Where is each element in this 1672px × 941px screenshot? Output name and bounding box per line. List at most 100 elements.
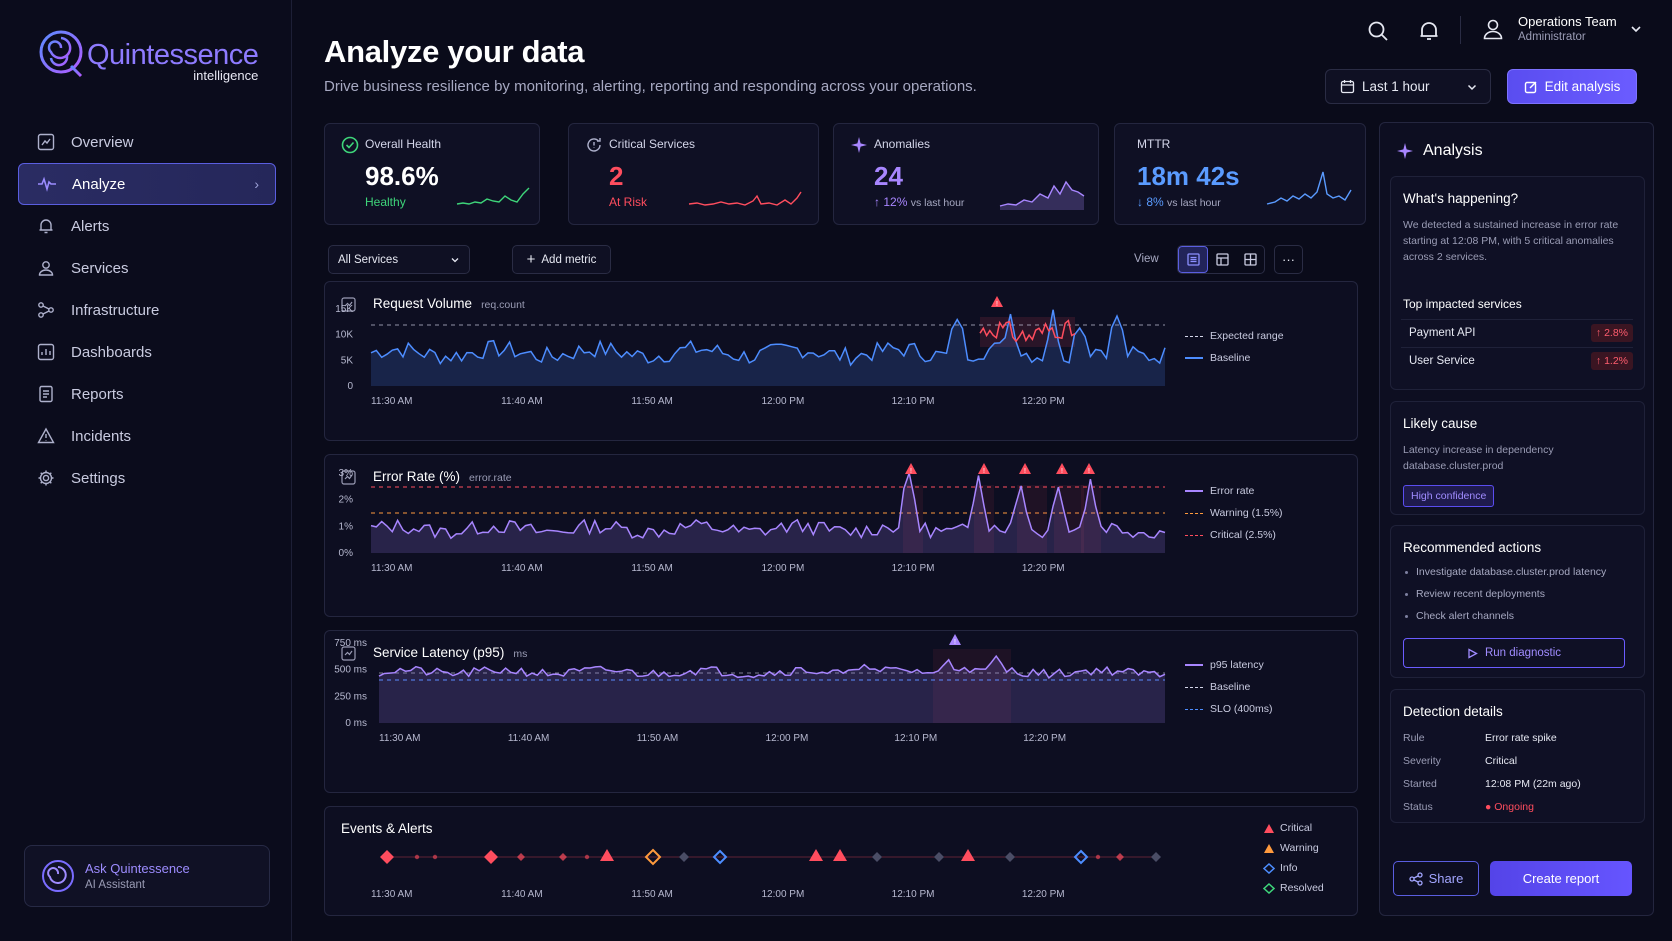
sidebar-item-overview[interactable]: Overview <box>18 121 276 163</box>
brand-logo[interactable]: Quintessence intelligence <box>37 28 259 83</box>
y-tick-label: 2% <box>339 495 354 506</box>
share-button[interactable]: Share <box>1393 861 1479 896</box>
sidebar-item-reports[interactable]: Reports <box>18 373 276 415</box>
detection-key: Status <box>1403 801 1433 813</box>
event-warning-diamond <box>644 848 662 866</box>
legend-item: Warning <box>1263 838 1324 858</box>
status-text: Ongoing <box>1494 801 1534 813</box>
chart-toggle-icon[interactable] <box>341 646 356 661</box>
chart-legend: Error rate Warning (1.5%) Critical (2.5%… <box>1185 480 1283 546</box>
error-spike-marker-mark: ! <box>1024 468 1026 475</box>
events-timeline[interactable]: 11:30 AM 11:40 AM 11:50 AM 12:00 PM 12:10 PM… <box>325 807 1359 917</box>
action-item: Investigate database.cluster.prod latenc… <box>1405 566 1606 578</box>
sidebar-item-alerts[interactable]: Alerts <box>18 205 276 247</box>
error-rate-plot[interactable]: 3% 2% 1% 0% 11:30 AM 11:40 AM 11:50 AM 12:00 PM… <box>325 455 1359 618</box>
service-filter-value: All Services <box>338 253 399 266</box>
split-view-button[interactable] <box>1208 246 1236 273</box>
x-tick-label: 11:50 AM <box>631 396 673 407</box>
y-tick-label: 1% <box>339 521 354 532</box>
legend-label: Baseline <box>1210 352 1251 364</box>
legend-item: Error rate <box>1185 480 1283 502</box>
error-spike-marker <box>1056 463 1068 474</box>
user-menu[interactable]: Operations Team Administrator <box>1482 14 1643 43</box>
grid-view-button[interactable] <box>1236 246 1264 273</box>
add-metric-button[interactable]: + Add metric <box>512 245 611 274</box>
spike-region <box>903 485 923 553</box>
impacted-service-row[interactable]: Payment API ↑ 2.8% <box>1401 319 1633 345</box>
error-spike-marker-mark: ! <box>1061 468 1063 475</box>
anomalies-sparkline <box>999 180 1085 210</box>
brand-tagline: intelligence <box>193 68 259 83</box>
error-rate-line <box>370 470 1166 540</box>
run-diagnostic-button[interactable]: Run diagnostic <box>1403 638 1625 668</box>
service-filter-select[interactable]: All Services <box>328 245 470 274</box>
user-avatar-icon <box>1483 19 1503 39</box>
detection-row: Status ● Ongoing <box>1403 801 1633 813</box>
kpi-anomalies[interactable]: Anomalies 24 ↑ 12% vs last hour <box>833 123 1099 225</box>
sidebar-item-analyze[interactable]: Analyze › <box>18 163 276 205</box>
bell-icon <box>36 216 56 236</box>
event-critical-diamond <box>380 850 394 864</box>
page-subtitle: Drive business resilience by monitoring,… <box>324 78 977 95</box>
request-volume-plot[interactable]: 15K 10K 5K 0 11:30 AM 11:40 AM 11:50 AM 12:00 P… <box>325 282 1359 442</box>
warning-triangle-icon <box>36 426 56 446</box>
chart-toggle-icon[interactable] <box>341 470 356 485</box>
kpi-label: MTTR <box>1137 137 1171 151</box>
sidebar-item-services[interactable]: Services <box>18 247 276 289</box>
error-spike-marker <box>1019 463 1031 474</box>
time-range-value: Last 1 hour <box>1362 79 1430 94</box>
run-diagnostic-label: Run diagnostic <box>1484 647 1562 659</box>
sidebar-item-settings[interactable]: Settings <box>18 457 276 499</box>
chart-unit: ms <box>513 648 528 660</box>
chart-title-text: Service Latency (p95) <box>373 645 505 660</box>
grid-view-icon <box>1243 253 1257 266</box>
search-icon[interactable] <box>1366 19 1390 43</box>
x-tick-label: 12:00 PM <box>761 889 804 900</box>
chart-toggle-icon[interactable] <box>341 297 356 312</box>
card-heading: Likely cause <box>1403 416 1478 431</box>
legend-label: p95 latency <box>1210 659 1264 671</box>
error-spike-marker <box>905 463 917 474</box>
sidebar: Quintessence intelligence Overview Analy… <box>0 0 292 941</box>
detection-row: Severity Critical <box>1403 755 1633 767</box>
create-report-label: Create report <box>1522 871 1600 886</box>
detection-value: Error rate spike <box>1485 732 1557 744</box>
people-icon <box>36 258 56 278</box>
kpi-mttr[interactable]: MTTR 18m 42s ↓ 8% vs last hour <box>1114 123 1366 225</box>
view-label: View <box>1134 253 1159 265</box>
create-report-button[interactable]: Create report <box>1490 861 1632 896</box>
chart-legend: p95 latency Baseline SLO (400ms) <box>1185 654 1272 720</box>
y-tick-label: 3% <box>339 468 354 479</box>
time-range-select[interactable]: Last 1 hour <box>1325 69 1491 104</box>
x-tick-label: 11:40 AM <box>501 563 543 574</box>
chevron-down-icon <box>1467 84 1477 90</box>
edit-analysis-button[interactable]: Edit analysis <box>1507 69 1637 104</box>
chevron-down-icon <box>451 257 459 262</box>
error-spike-marker <box>978 463 990 474</box>
ai-assistant-button[interactable]: Ask Quintessence AI Assistant <box>24 845 270 907</box>
events-card: Events & Alerts 11:30 AM 11:40 AM 11:50 AM… <box>324 806 1358 916</box>
main-content: Analyze your data Drive business resilie… <box>292 0 1672 941</box>
more-options-button[interactable]: ··· <box>1274 245 1303 274</box>
kpi-overall-health[interactable]: Overall Health 98.6% Healthy <box>324 123 540 225</box>
sidebar-item-incidents[interactable]: Incidents <box>18 415 276 457</box>
legend-item: p95 latency <box>1185 654 1272 676</box>
kpi-delta-value: 8% <box>1146 195 1164 209</box>
calendar-icon <box>1340 80 1355 94</box>
impacted-service-row[interactable]: User Service ↑ 1.2% <box>1401 347 1633 373</box>
list-view-button[interactable] <box>1178 246 1208 273</box>
latency-plot[interactable]: 750 ms 500 ms 250 ms 0 ms 11:30 AM 11:40 AM 11… <box>325 631 1359 794</box>
x-tick-label: 11:30 AM <box>379 733 421 744</box>
event-neutral-diamond <box>679 852 689 862</box>
event-minor-diamond <box>559 853 567 861</box>
notification-bell-icon[interactable] <box>1417 19 1441 43</box>
legend-label: Critical (2.5%) <box>1210 529 1276 541</box>
kpi-delta-value: 12% <box>883 195 908 209</box>
service-delta: ↑ 1.2% <box>1590 351 1633 370</box>
sidebar-item-dashboards[interactable]: Dashboards <box>18 331 276 373</box>
kpi-critical-services[interactable]: Critical Services 2 At Risk <box>568 123 819 225</box>
event-critical-triangle <box>961 849 975 861</box>
gear-icon <box>36 468 56 488</box>
x-tick-label: 12:20 PM <box>1022 396 1065 407</box>
sidebar-item-infrastructure[interactable]: Infrastructure <box>18 289 276 331</box>
